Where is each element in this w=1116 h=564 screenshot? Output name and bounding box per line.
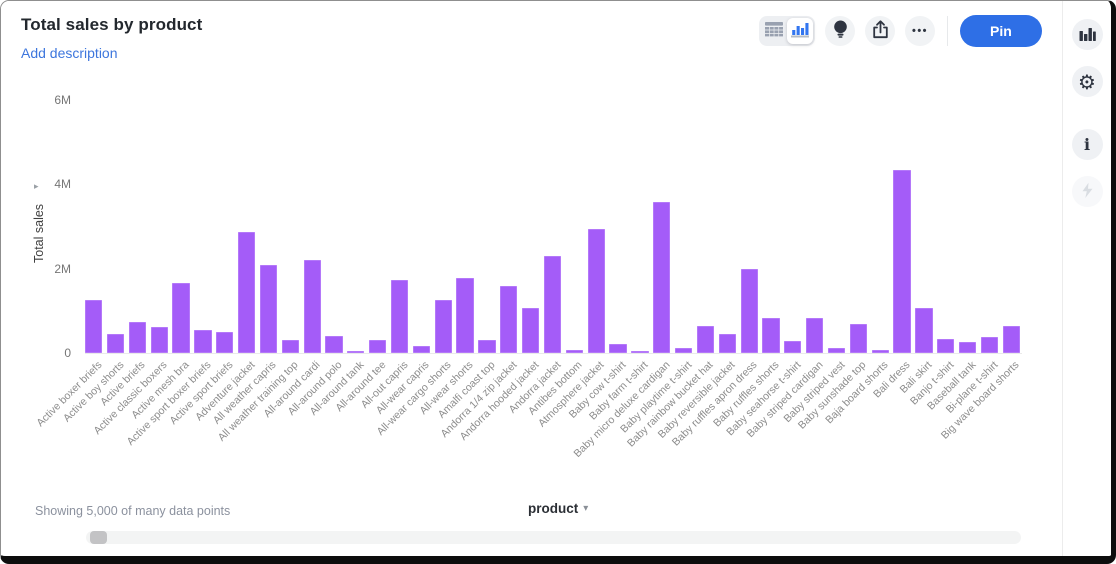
bar[interactable] <box>281 339 299 353</box>
bar[interactable] <box>543 256 562 353</box>
table-icon <box>765 22 783 40</box>
bar[interactable] <box>259 264 278 353</box>
bar[interactable] <box>478 339 496 353</box>
bar[interactable] <box>959 342 977 353</box>
bar[interactable] <box>587 229 605 353</box>
bar[interactable] <box>696 325 715 353</box>
bar[interactable] <box>347 350 365 353</box>
bar[interactable] <box>325 336 343 353</box>
bar-chart-icon <box>791 22 809 41</box>
bar[interactable] <box>871 350 889 353</box>
settings-button[interactable]: ⚙ <box>1071 66 1103 97</box>
bar-chart: ▸ Total sales 0 2M 4M 6M Active boxer briefs… <box>1 1 1062 556</box>
bar[interactable] <box>128 321 146 353</box>
bar[interactable] <box>631 350 649 353</box>
y-axis-tick: 4M <box>54 177 71 192</box>
y-axis-tick: 0 <box>64 346 71 360</box>
toolbar-divider <box>947 16 948 46</box>
bar[interactable] <box>609 344 627 353</box>
lightning-bolt-icon <box>1081 182 1094 202</box>
bar[interactable] <box>784 341 802 353</box>
bar[interactable] <box>565 350 583 353</box>
share-icon <box>872 20 889 42</box>
chart-horizontal-scrollbar[interactable] <box>86 531 1021 544</box>
bar[interactable] <box>369 339 387 353</box>
bar[interactable] <box>303 260 321 353</box>
y-axis-expand-arrow[interactable]: ▸ <box>34 181 39 191</box>
bar[interactable] <box>937 339 955 353</box>
bar-chart-icon <box>1079 26 1096 44</box>
x-axis-line <box>85 353 1022 354</box>
toolbar: ••• Pin <box>759 15 1042 47</box>
x-axis-field-dropdown[interactable]: product ▾ <box>528 501 588 516</box>
pin-button[interactable]: Pin <box>960 15 1042 47</box>
status-text: Showing 5,000 of many data points <box>35 504 231 518</box>
bar[interactable] <box>237 231 256 353</box>
bar[interactable] <box>172 283 190 353</box>
y-axis-tick: 6M <box>54 92 71 107</box>
bar[interactable] <box>762 317 780 353</box>
bar[interactable] <box>412 346 431 353</box>
bar[interactable] <box>1002 325 1020 353</box>
bar[interactable] <box>85 300 103 353</box>
y-axis-title[interactable]: Total sales <box>32 203 46 263</box>
bar[interactable] <box>718 334 736 353</box>
bar[interactable] <box>150 327 168 353</box>
bar[interactable] <box>194 330 212 353</box>
bar[interactable] <box>456 278 474 353</box>
insights-button[interactable] <box>825 16 855 46</box>
bar[interactable] <box>893 170 911 353</box>
visualization-button[interactable] <box>1071 19 1103 50</box>
bar[interactable] <box>980 336 999 353</box>
table-view-button[interactable] <box>761 18 787 44</box>
right-sidebar: ⚙ i <box>1062 1 1111 556</box>
ellipsis-icon: ••• <box>911 25 929 37</box>
lightbulb-icon <box>833 20 848 42</box>
scrollbar-thumb[interactable] <box>90 531 107 544</box>
info-button[interactable]: i <box>1071 129 1103 160</box>
bar[interactable] <box>522 307 540 353</box>
bar[interactable] <box>827 348 846 353</box>
add-description-link[interactable]: Add description <box>21 45 118 61</box>
bar[interactable] <box>849 323 868 353</box>
bar[interactable] <box>500 286 518 353</box>
bar[interactable] <box>216 331 234 353</box>
bar[interactable] <box>434 300 452 353</box>
bar[interactable] <box>390 280 409 353</box>
gear-icon: ⚙ <box>1078 69 1096 94</box>
info-icon: i <box>1083 135 1091 154</box>
chevron-down-icon: ▾ <box>583 503 589 514</box>
actions-button[interactable] <box>1071 176 1103 207</box>
y-axis-tick: 2M <box>54 261 71 276</box>
chart-view-button[interactable] <box>787 18 813 44</box>
x-axis-field-name: product <box>528 501 579 516</box>
bar[interactable] <box>915 308 933 353</box>
bar[interactable] <box>674 347 693 353</box>
question-panel: Total sales by product Add description <box>1 1 1062 556</box>
bar[interactable] <box>653 202 671 353</box>
bar[interactable] <box>740 268 758 353</box>
viz-type-toggle <box>759 16 815 46</box>
bar[interactable] <box>106 333 125 353</box>
page-title: Total sales by product <box>21 15 203 34</box>
share-button[interactable] <box>865 16 895 46</box>
bar[interactable] <box>806 318 824 353</box>
more-options-button[interactable]: ••• <box>905 16 935 46</box>
